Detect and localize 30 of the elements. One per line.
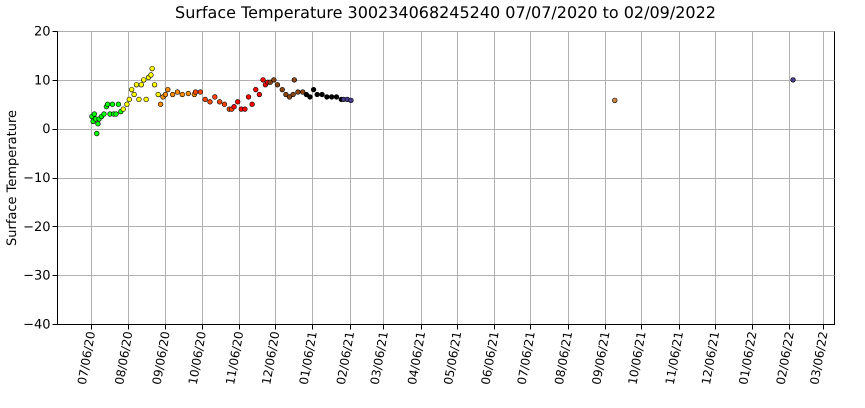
x-tick-label: 03/06/21 (368, 330, 391, 386)
x-tick-label: 03/06/22 (807, 330, 831, 386)
y-tick-label: −10 (23, 171, 50, 186)
x-tick-label: 08/06/21 (552, 330, 576, 386)
x-tick-label: 11/06/21 (662, 330, 686, 386)
y-axis-title: Surface Temperature (5, 110, 20, 246)
y-tick-label: 0 (42, 122, 50, 138)
x-tick-label: 02/06/22 (774, 330, 797, 386)
x-tick-label: 07/06/21 (514, 330, 538, 386)
chart-title: Surface Temperature 300234068245240 07/07/2020 to 02/09/2022 (175, 3, 716, 22)
x-tick-label: 10/06/21 (626, 330, 649, 386)
y-tick-label: 20 (34, 24, 50, 40)
x-tick-label: 11/06/20 (223, 330, 246, 386)
x-tick-label: 01/06/21 (296, 330, 320, 386)
x-tick-label: 12/06/20 (259, 330, 282, 386)
y-tick-label: −20 (23, 220, 50, 235)
y-tick-label: −30 (23, 268, 50, 284)
x-tick-label: 04/06/21 (405, 330, 428, 386)
x-tick-label: 10/06/20 (186, 330, 209, 386)
x-tick-label: 07/06/20 (74, 330, 98, 386)
x-tick-label: 06/06/21 (478, 330, 502, 386)
y-tick-label: 10 (34, 73, 50, 88)
x-tick-label: 05/06/21 (441, 330, 464, 386)
x-tick-label: 08/06/20 (112, 330, 136, 386)
x-tick-label: 09/06/20 (150, 330, 173, 386)
y-tick-label: −40 (23, 318, 50, 332)
x-tick-label: 09/06/21 (589, 330, 613, 386)
x-tick-label: 02/06/21 (334, 330, 358, 386)
x-tick-label: 12/06/21 (698, 330, 722, 386)
x-tick-label: 01/06/22 (736, 330, 760, 386)
